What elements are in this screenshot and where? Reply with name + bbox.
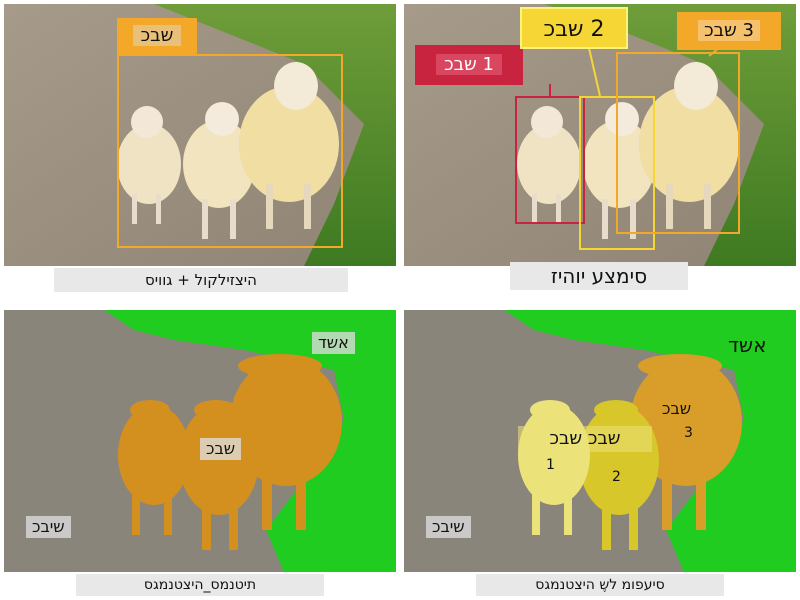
instance-number-1: 1: [546, 457, 555, 473]
classification-photo: [4, 4, 396, 266]
classification-panel: שבכ: [4, 4, 396, 266]
detection-caption: סימצע יוהיז: [510, 262, 688, 290]
classification-caption: היצזילקול + גוויס: [54, 268, 348, 292]
detection-tag-1: 1 שבכ: [415, 45, 523, 85]
instance-label-sheep-3: שבכ: [658, 398, 696, 420]
sheep-group: [117, 62, 339, 239]
instance-label-sheep-pair: שבכ שבכ: [518, 426, 652, 452]
instance-number-2: 2: [612, 469, 621, 485]
semantic-label-grass: אשד: [312, 332, 355, 354]
instance-label-road: שיבכ: [426, 516, 471, 538]
semantic-label-road: שיבכ: [26, 516, 71, 538]
semantic-caption: תיטנמס_היצטנמגס: [76, 574, 324, 596]
sheep-mask: [118, 354, 342, 550]
classification-tag: שבכ: [117, 18, 197, 54]
detection-tag-3: 3 שבכ: [677, 12, 781, 50]
semantic-label-sheep: שבכ: [200, 438, 242, 460]
instance-panel: אשד שבכ שבכ שבכ 1 2 3 שיבכ: [404, 310, 796, 572]
sheep-group: [517, 62, 739, 239]
detection-tag-2: 2 שבכ: [520, 7, 628, 49]
instance-label-grass: אשד: [722, 332, 773, 358]
instance-caption: סיעפומ לשֶ היצטנמגס: [476, 574, 724, 596]
detection-panel: 1 שבכ 2 שבכ 3 שבכ: [404, 4, 796, 266]
semantic-panel: אשד שבכ שיבכ: [4, 310, 396, 572]
instance-number-3: 3: [684, 425, 693, 441]
